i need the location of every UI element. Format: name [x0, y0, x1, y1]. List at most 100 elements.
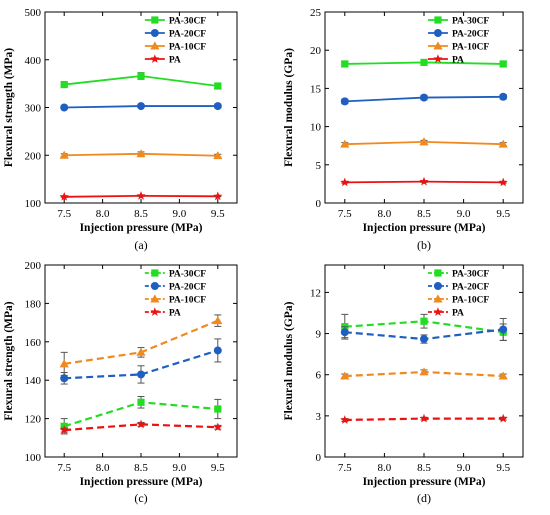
series-line — [64, 349, 219, 380]
y-tick-label: 500 — [25, 7, 42, 19]
series-pa-10cf — [59, 314, 223, 376]
series-pa-30cf — [341, 58, 507, 68]
legend: PA-30CF PA-20CF PA-10CF PA — [427, 269, 489, 319]
legend-label: PA-30CF — [169, 17, 206, 27]
chart-panel: 7.5 8.0 8.5 9.0 9.5 100 120 140 160 180 200 Injecti… — [3, 260, 238, 505]
legend-marker — [433, 54, 443, 63]
plot-frame — [324, 11, 524, 204]
data-point — [213, 422, 223, 432]
legend-label: PA-30CF — [169, 270, 206, 280]
legend-label: PA-20CF — [452, 30, 489, 40]
y-tick-label: 5 — [316, 160, 322, 172]
legend-label: PA-30CF — [452, 270, 489, 280]
legend-marker — [433, 29, 442, 37]
legend-marker — [150, 307, 160, 316]
data-point — [419, 367, 429, 376]
legend-label: PA — [169, 309, 181, 319]
data-point — [420, 317, 428, 325]
data-point — [136, 149, 146, 158]
x-tick-label: 9.5 — [211, 208, 225, 220]
series-pa-10cf — [59, 149, 223, 160]
data-point — [59, 359, 69, 368]
data-point — [136, 347, 146, 356]
data-point — [59, 425, 69, 434]
legend-marker — [434, 16, 442, 24]
legend-marker — [433, 41, 443, 50]
y-tick-label: 160 — [25, 337, 42, 349]
panel-caption: (d) — [417, 491, 431, 505]
series-pa-10cf — [340, 137, 508, 148]
legend-marker — [150, 41, 160, 50]
x-tick-label: 8.5 — [417, 208, 431, 220]
y-tick-label: 180 — [25, 298, 42, 310]
data-point — [214, 82, 222, 90]
data-point — [498, 413, 508, 423]
y-axis-title: Flexural modulus (GPa) — [283, 301, 295, 420]
y-tick-label: 10 — [310, 122, 322, 134]
x-tick-label: 7.5 — [57, 462, 71, 474]
x-tick-label: 9.0 — [457, 208, 471, 220]
y-tick-label: 6 — [316, 370, 322, 382]
data-point — [340, 177, 350, 187]
data-point — [213, 316, 223, 325]
data-point — [137, 72, 145, 80]
data-point — [340, 371, 350, 380]
legend-label: PA-10CF — [169, 43, 206, 53]
data-point — [59, 150, 69, 159]
y-tick-label: 100 — [25, 198, 42, 210]
data-point — [213, 191, 223, 201]
y-tick-label: 300 — [25, 103, 42, 115]
chart-panel: 7.5 8.0 8.5 9.0 9.5 0 3 6 9 12 Injection pressure … — [283, 264, 524, 505]
series-pa-30cf — [60, 396, 222, 435]
x-tick-label: 7.5 — [57, 208, 71, 220]
data-point — [60, 374, 69, 383]
data-point — [60, 103, 69, 112]
chart-panel: 7.5 8.0 8.5 9.0 9.5 0 5 10 15 20 25 Injection press… — [283, 7, 524, 252]
y-tick-label: 0 — [316, 198, 322, 210]
x-axis-title: Injection pressure (MPa) — [80, 476, 203, 488]
legend: PA-30CF PA-20CF PA-10CF PA — [427, 16, 489, 66]
data-point — [137, 398, 145, 406]
legend-label: PA-20CF — [169, 30, 206, 40]
plot-frame — [44, 264, 238, 458]
y-tick-label: 400 — [25, 55, 42, 67]
x-tick-label: 8.0 — [96, 208, 110, 220]
y-axis-title: Flexural strength (MPa) — [3, 301, 15, 420]
legend-marker — [150, 294, 160, 303]
legend-label: PA-20CF — [452, 283, 489, 293]
y-tick-label: 12 — [310, 287, 321, 299]
legend: PA-30CF PA-20CF PA-10CF PA — [144, 16, 206, 66]
y-tick-label: 200 — [25, 150, 42, 162]
data-point — [340, 415, 350, 424]
data-point — [341, 60, 349, 68]
legend-label: PA-10CF — [169, 296, 206, 306]
legend-marker — [433, 282, 442, 290]
data-point — [137, 370, 145, 379]
data-point — [499, 325, 508, 334]
x-axis-title: Injection pressure (MPa) — [363, 222, 486, 234]
y-axis-title: Flexural modulus (GPa) — [283, 48, 295, 167]
data-point — [499, 60, 507, 68]
data-point — [498, 177, 508, 187]
y-tick-label: 100 — [25, 452, 42, 464]
y-tick-label: 140 — [25, 375, 42, 387]
y-tick-label: 25 — [310, 7, 322, 19]
data-point — [213, 346, 222, 355]
legend-label: PA-20CF — [169, 283, 206, 293]
data-point — [214, 405, 222, 413]
legend-label: PA-10CF — [452, 43, 489, 53]
y-tick-label: 15 — [310, 83, 322, 95]
y-tick-label: 200 — [25, 260, 42, 272]
x-tick-label: 9.0 — [173, 462, 187, 474]
data-point — [60, 80, 68, 89]
x-tick-label: 8.0 — [378, 462, 392, 474]
x-tick-label: 8.0 — [378, 208, 392, 220]
data-point — [340, 328, 349, 337]
y-tick-label: 20 — [310, 45, 322, 57]
series-pa-20cf — [340, 317, 508, 344]
data-point — [340, 97, 349, 106]
legend-marker — [151, 16, 159, 24]
x-tick-label: 9.5 — [211, 462, 225, 474]
